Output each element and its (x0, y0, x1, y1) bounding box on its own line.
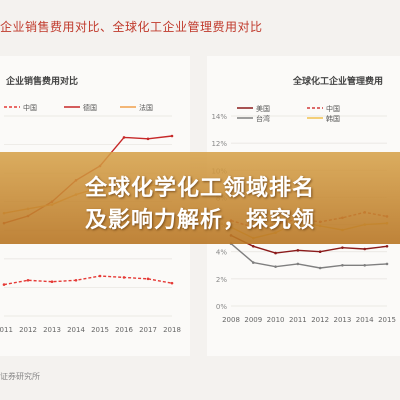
data-point (146, 137, 150, 141)
legend-label: 韩国 (326, 114, 340, 123)
legend-label: 台湾 (256, 114, 270, 123)
data-point (341, 246, 344, 249)
x-tick-label: 2014 (67, 326, 85, 334)
x-tick-label: 2013 (334, 316, 352, 324)
data-point (274, 265, 277, 268)
x-tick-label: 2011 (289, 316, 307, 324)
data-point (274, 251, 277, 255)
x-tick-label: 2017 (139, 326, 157, 334)
series-line (230, 234, 388, 254)
x-tick-label: 2011 (0, 326, 13, 334)
y-tick-label: 14% (211, 113, 227, 121)
data-point (341, 263, 344, 267)
left-chart: 2011 2012 2013 2014 2015 2016 2017 2018 中国 德国 法国 (0, 103, 181, 334)
data-point (170, 281, 174, 285)
data-point (26, 278, 30, 282)
data-point (385, 262, 389, 266)
legend-label: 德国 (83, 103, 97, 112)
headline-line-2: 及影响力解析，探究领 (84, 208, 315, 233)
x-tick-label: 2018 (163, 326, 181, 334)
data-point (296, 249, 300, 252)
y-tick-label: 4% (216, 249, 227, 257)
page-title: 企业销售费用对比、全球化工企业管理费用对比 (0, 20, 263, 34)
legend-label: 中国 (23, 103, 37, 112)
y-tick-label: 0% (216, 303, 227, 311)
data-point (50, 280, 54, 284)
source-note: 证券研究所 (0, 372, 40, 381)
data-point (122, 276, 126, 279)
data-point (170, 134, 174, 138)
x-tick-label: 2015 (91, 326, 109, 334)
data-point (251, 261, 255, 264)
data-point (363, 247, 367, 251)
x-tick-label: 2008 (222, 316, 240, 324)
x-tick-label: 2012 (19, 326, 37, 334)
x-tick-label: 2014 (356, 316, 374, 324)
data-point (296, 262, 300, 266)
y-tick-label: 12% (211, 140, 227, 148)
data-point (318, 250, 322, 254)
headline-banner: 全球化学化工领域排名 及影响力解析，探究领 (0, 152, 400, 244)
y-tick-label: 2% (216, 276, 227, 284)
x-tick-label: 2015 (378, 316, 396, 324)
headline-line-1: 全球化学化工领域排名 (84, 176, 315, 201)
left-chart-title: 企业销售费用对比 (6, 77, 79, 87)
data-point (74, 278, 78, 282)
data-point (385, 244, 389, 248)
data-point (318, 266, 322, 270)
right-chart-title: 全球化工企业管理费用 (293, 77, 384, 87)
data-point (251, 244, 255, 248)
x-tick-label: 2013 (43, 326, 61, 334)
series-line (230, 243, 388, 269)
legend-label: 美国 (256, 104, 270, 113)
x-tick-label: 2010 (267, 316, 285, 324)
x-tick-label: 2012 (311, 316, 329, 324)
data-point (146, 277, 150, 281)
series-line (3, 275, 173, 286)
data-point (98, 274, 102, 278)
data-point (363, 263, 367, 267)
legend-label: 中国 (326, 104, 340, 113)
x-tick-label: 2009 (244, 316, 262, 324)
x-tick-label: 2016 (115, 326, 133, 334)
legend-label: 法国 (139, 103, 153, 112)
data-point (2, 283, 6, 286)
data-point (122, 136, 126, 139)
